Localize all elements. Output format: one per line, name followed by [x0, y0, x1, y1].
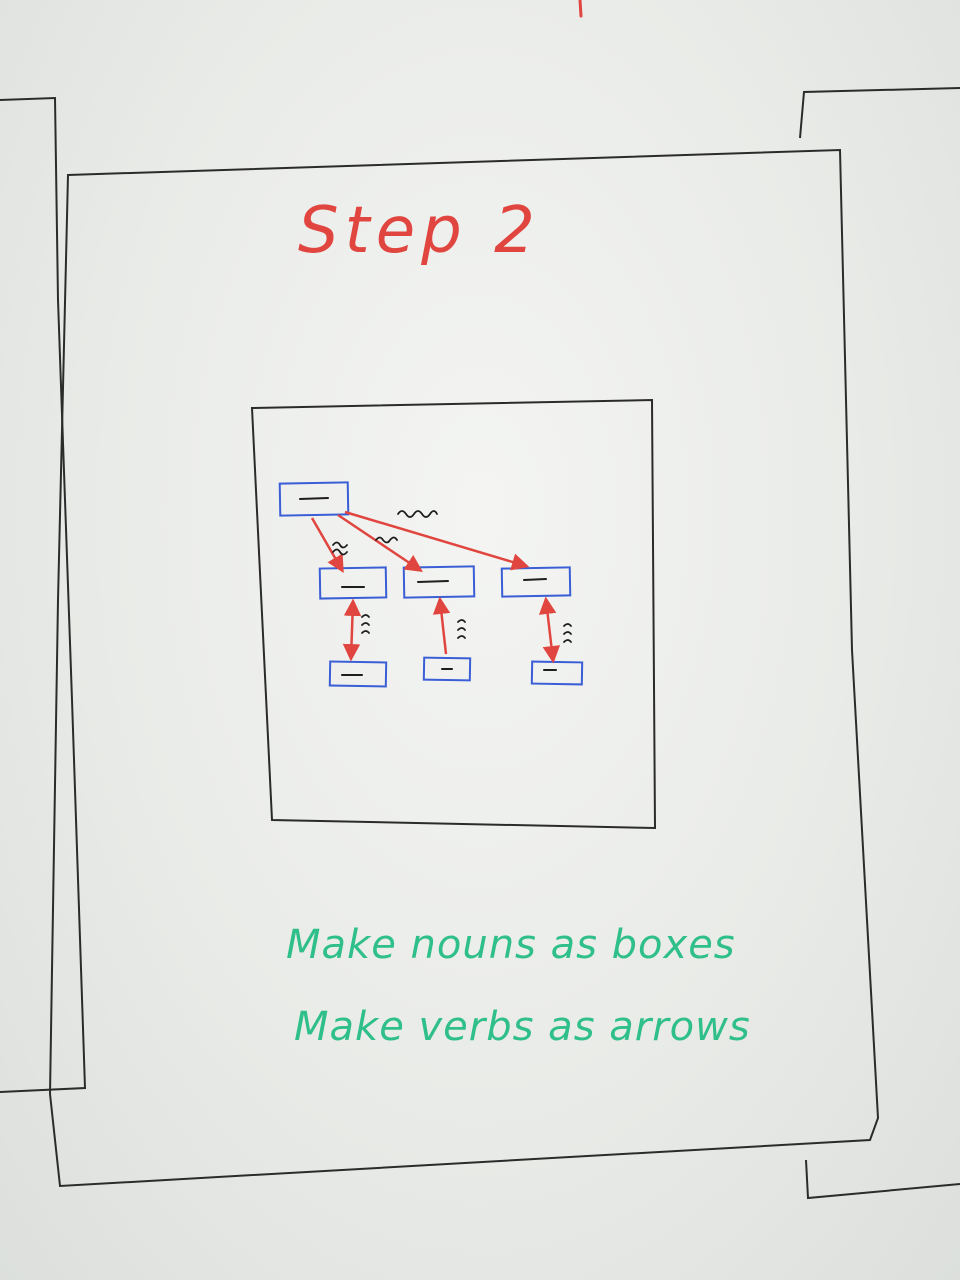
arrow-bottom-center-to-mid-center: [432, 596, 451, 655]
arrow-root-to-mid-left: [310, 517, 344, 574]
arrow-root-to-mid-right: [344, 510, 530, 571]
verb-arrows: [310, 510, 561, 664]
arrow-root-to-mid-center: [337, 513, 423, 572]
node-bottom-right: [530, 660, 584, 686]
step-title: Step 2: [298, 194, 541, 268]
node-bottom-left: [328, 660, 388, 688]
left-sheet-outline: [0, 96, 87, 1093]
main-sheet-frame: [48, 148, 880, 1188]
right-sheet-outline: [799, 87, 960, 1200]
top-red-mark: [578, 0, 583, 18]
note-line-2: Make verbs as arrows: [294, 1004, 751, 1050]
note-line-1: Make nouns as boxes: [286, 922, 736, 968]
node-mid-right: [500, 566, 572, 598]
node-root: [278, 481, 350, 517]
inner-diagram-frame: [250, 398, 657, 830]
node-mid-center: [402, 565, 476, 599]
arrow-mid-left-bottom-left: [342, 598, 362, 662]
arrow-mid-right-bottom-right: [538, 596, 561, 664]
noun-boxes: [278, 481, 584, 688]
node-mid-left: [318, 566, 388, 600]
node-bottom-center: [422, 656, 472, 682]
verb-squiggles: [332, 510, 572, 643]
